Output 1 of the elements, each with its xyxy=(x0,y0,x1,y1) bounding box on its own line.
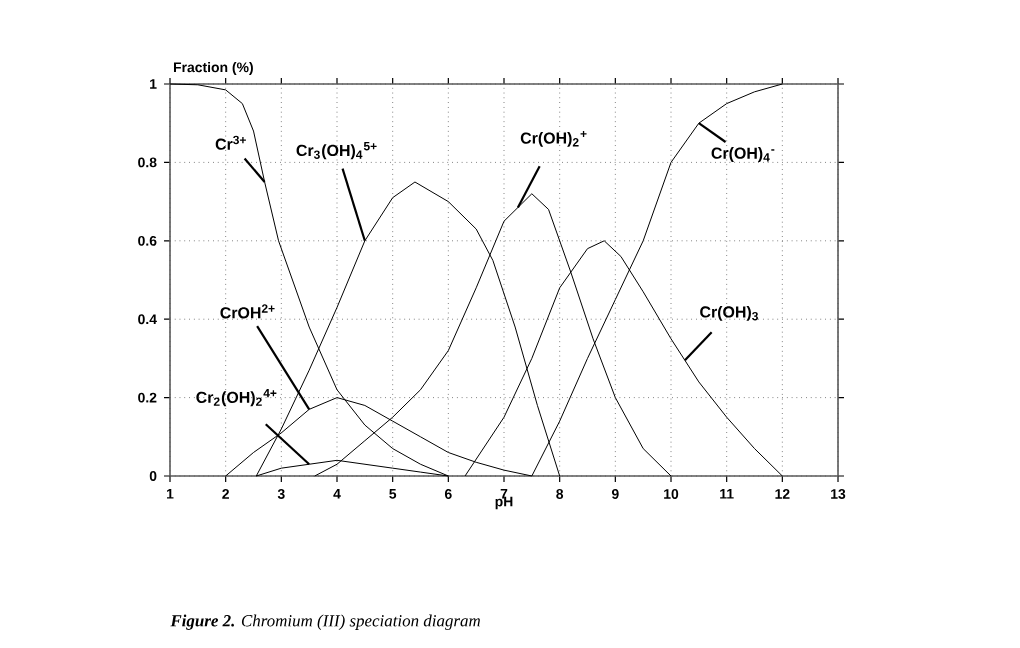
text: Figure 2. Chromium (III) speciation diagram xyxy=(170,614,481,630)
